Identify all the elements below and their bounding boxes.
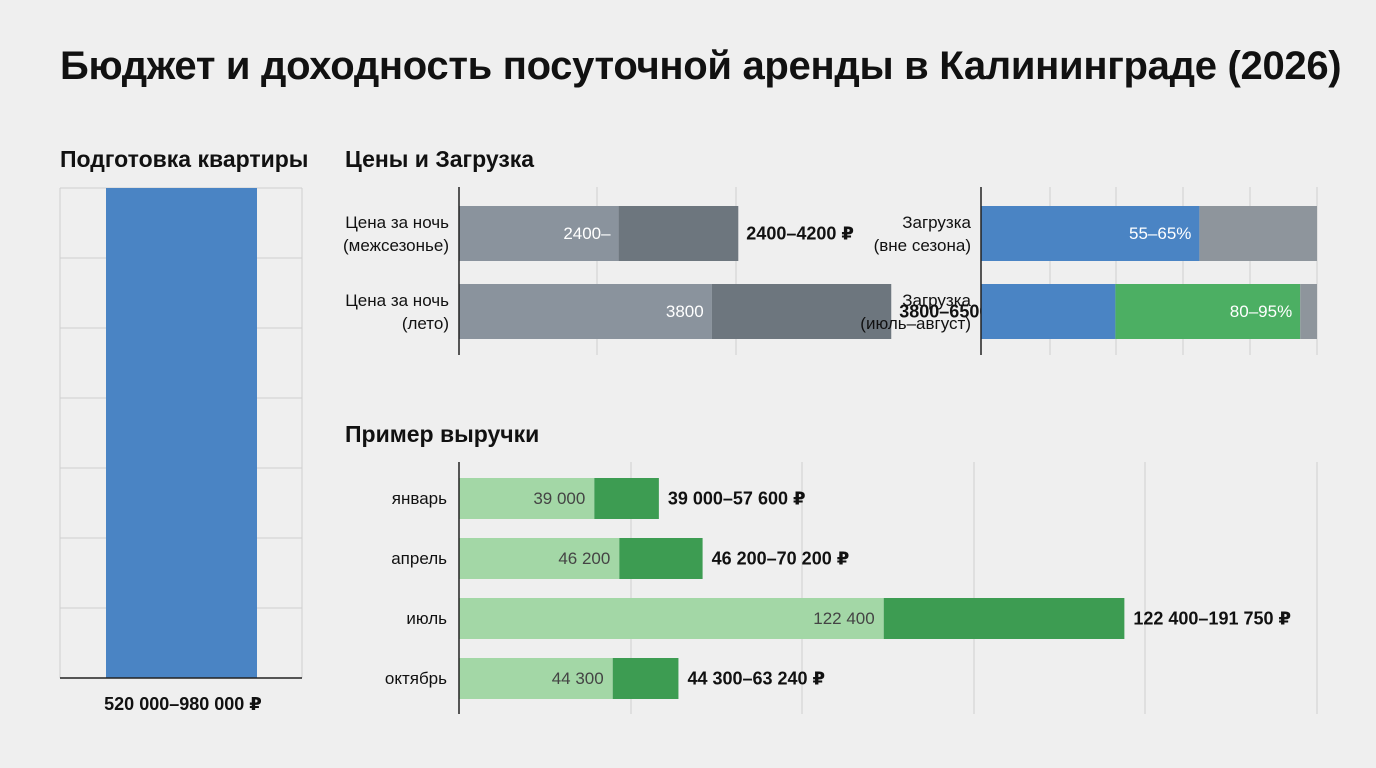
revenue-bar-low [459, 538, 620, 579]
revenue-low-label: 122 400 [813, 609, 874, 628]
page-title: Бюджет и доходность посуточной аренды в … [60, 44, 1342, 88]
revenue-month-label: октябрь [385, 669, 447, 688]
occupancy-category-label: Загрузка [902, 291, 971, 310]
prices-chart-title: Цены и Загрузка [345, 146, 535, 172]
occupancy-bar-range [1115, 284, 1301, 339]
occupancy-category-label: (июль–август) [860, 314, 971, 333]
revenue-bar-low [459, 598, 884, 639]
revenue-month-label: апрель [391, 549, 447, 568]
price-bar-low [459, 206, 619, 261]
revenue-month-label: июль [406, 609, 447, 628]
revenue-chart-title: Пример выручки [345, 421, 540, 447]
occupancy-bar-base [981, 284, 1116, 339]
occupancy-category-label: Загрузка [902, 213, 971, 232]
occupancy-bar-range [981, 206, 1200, 261]
price-inner-label: 3800 [666, 302, 704, 321]
occupancy-category-label: (вне сезона) [874, 236, 971, 255]
revenue-low-label: 44 300 [552, 669, 604, 688]
revenue-range-label: 122 400–191 750 ₽ [1133, 609, 1291, 629]
occupancy-bar-rest [1300, 284, 1317, 339]
revenue-range-label: 46 200–70 200 ₽ [712, 549, 850, 569]
price-inner-label: 2400– [563, 224, 611, 243]
price-category-label: (межсезонье) [343, 236, 449, 255]
revenue-bar-low [459, 478, 595, 519]
revenue-low-label: 46 200 [558, 549, 610, 568]
prep-bar [106, 188, 257, 678]
prep-value-label: 520 000–980 000 ₽ [104, 694, 262, 714]
occupancy-bar-rest [1199, 206, 1317, 261]
revenue-month-label: январь [392, 489, 447, 508]
occupancy-label: 80–95% [1230, 302, 1292, 321]
price-bar-high [618, 206, 739, 261]
revenue-bar-high [883, 598, 1125, 639]
occupancy-label: 55–65% [1129, 224, 1191, 243]
price-bar-high [711, 284, 892, 339]
prep-chart-title: Подготовка квартиры [60, 146, 309, 172]
price-category-label: (лето) [402, 314, 449, 333]
price-category-label: Цена за ночь [345, 291, 449, 310]
revenue-bar-high [619, 538, 703, 579]
price-bar-low [459, 284, 712, 339]
price-range-label: 3800–6500 ₽ [899, 302, 1007, 322]
price-range-label: 2400–4200 ₽ [746, 224, 854, 244]
revenue-bar-high [594, 478, 659, 519]
revenue-bar-high [612, 658, 679, 699]
revenue-low-label: 39 000 [533, 489, 585, 508]
revenue-range-label: 44 300–63 240 ₽ [687, 669, 825, 689]
revenue-range-label: 39 000–57 600 ₽ [668, 489, 806, 509]
revenue-bar-low [459, 658, 613, 699]
price-category-label: Цена за ночь [345, 213, 449, 232]
